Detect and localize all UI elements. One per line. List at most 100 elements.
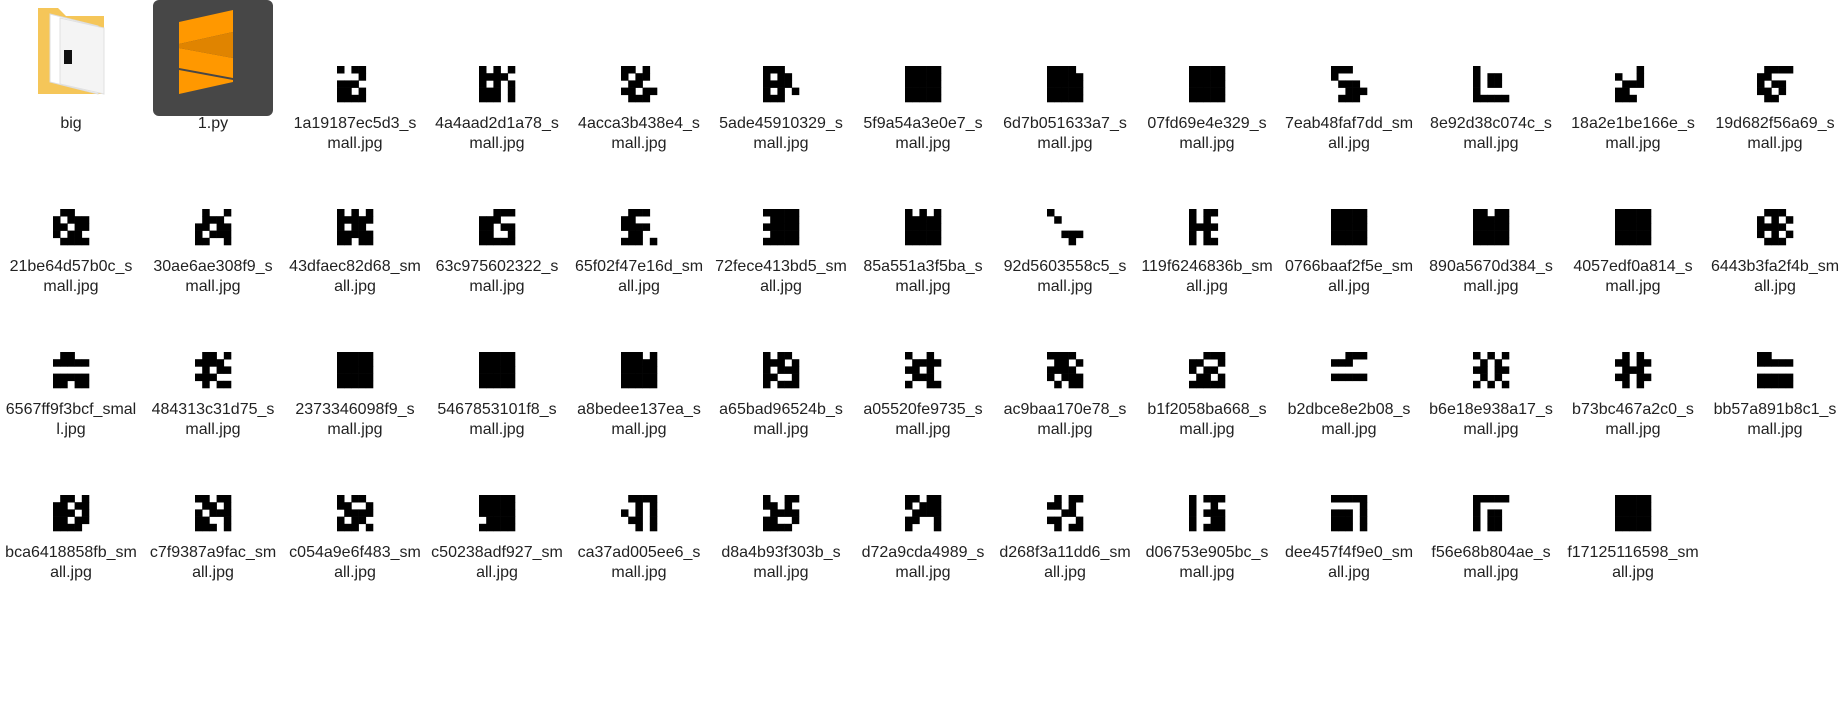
- file-item-image[interactable]: 890a5670d384_small.jpg: [1425, 143, 1557, 303]
- file-name-label: 30ae6ae308f9_small.jpg: [153, 258, 273, 295]
- qr-thumbnail-icon: [1185, 205, 1229, 249]
- file-item-image[interactable]: 4acca3b438e4_small.jpg: [573, 0, 705, 160]
- file-item-image[interactable]: a65bad96524b_small.jpg: [715, 286, 847, 446]
- file-item-image[interactable]: b6e18e938a17_small.jpg: [1425, 286, 1557, 446]
- qr-thumbnail-icon: [901, 491, 945, 535]
- file-item-image[interactable]: c7f9387a9fac_small.jpg: [147, 429, 279, 589]
- file-item-image[interactable]: 72fece413bd5_small.jpg: [715, 143, 847, 303]
- qr-thumbnail-icon: [1469, 205, 1513, 249]
- file-item-image[interactable]: 8e92d38c074c_small.jpg: [1425, 0, 1557, 160]
- file-item-image[interactable]: ca37ad005ee6_small.jpg: [573, 429, 705, 589]
- qr-thumbnail-icon: [475, 348, 519, 392]
- file-item-image[interactable]: 1a19187ec5d3_small.jpg: [289, 0, 421, 160]
- qr-thumbnail-icon: [1753, 348, 1797, 392]
- qr-thumbnail-icon: [475, 62, 519, 106]
- file-item-image[interactable]: 5467853101f8_small.jpg: [431, 286, 563, 446]
- file-name-label: 6567ff9f3bcf_small.jpg: [5, 401, 137, 438]
- qr-thumbnail-icon: [49, 205, 93, 249]
- file-item-image[interactable]: d72a9cda4989_small.jpg: [857, 429, 989, 589]
- file-item-image[interactable]: 4057edf0a814_small.jpg: [1567, 143, 1699, 303]
- file-item-image[interactable]: a8bedee137ea_small.jpg: [573, 286, 705, 446]
- file-name-label: a05520fe9735_small.jpg: [863, 401, 983, 438]
- file-name-label: b1f2058ba668_small.jpg: [1147, 401, 1267, 438]
- file-item-image[interactable]: 6443b3fa2f4b_small.jpg: [1709, 143, 1841, 303]
- qr-thumbnail-icon: [1185, 62, 1229, 106]
- file-item-image[interactable]: f17125116598_small.jpg: [1567, 429, 1699, 589]
- file-item-image[interactable]: d06753e905bc_small.jpg: [1141, 429, 1273, 589]
- qr-thumbnail-icon: [191, 491, 235, 535]
- folder-item[interactable]: big: [5, 0, 137, 160]
- folder-icon: [34, 6, 108, 101]
- file-item-image[interactable]: 63c975602322_small.jpg: [431, 143, 563, 303]
- qr-thumbnail-icon: [1043, 491, 1087, 535]
- qr-thumbnail-icon: [617, 62, 661, 106]
- file-item-image[interactable]: 5ade45910329_small.jpg: [715, 0, 847, 160]
- file-item-image[interactable]: 43dfaec82d68_small.jpg: [289, 143, 421, 303]
- qr-thumbnail-icon: [333, 205, 377, 249]
- qr-thumbnail-icon: [1469, 491, 1513, 535]
- qr-thumbnail-icon: [333, 491, 377, 535]
- file-item-image[interactable]: 07fd69e4e329_small.jpg: [1141, 0, 1273, 160]
- file-item-image[interactable]: 21be64d57b0c_small.jpg: [5, 143, 137, 303]
- file-name-label: 119f6246836b_small.jpg: [1141, 258, 1273, 295]
- file-name-label: d268f3a11dd6_small.jpg: [999, 544, 1131, 581]
- qr-thumbnail-icon: [901, 62, 945, 106]
- file-name-label: 7eab48faf7dd_small.jpg: [1284, 115, 1414, 152]
- file-item-image[interactable]: 6567ff9f3bcf_small.jpg: [5, 286, 137, 446]
- file-item-image[interactable]: 19d682f56a69_small.jpg: [1709, 0, 1841, 160]
- file-name-label: 07fd69e4e329_small.jpg: [1147, 115, 1267, 152]
- file-item-image[interactable]: b1f2058ba668_small.jpg: [1141, 286, 1273, 446]
- file-item-image[interactable]: 119f6246836b_small.jpg: [1141, 143, 1273, 303]
- file-name-label: c50238adf927_small.jpg: [431, 544, 563, 581]
- qr-thumbnail-icon: [1043, 348, 1087, 392]
- file-name-label: 85a551a3f5ba_small.jpg: [863, 258, 983, 295]
- file-item-image[interactable]: 92d5603558c5_small.jpg: [999, 143, 1131, 303]
- qr-thumbnail-icon: [1185, 491, 1229, 535]
- qr-thumbnail-icon: [617, 205, 661, 249]
- file-item-image[interactable]: 18a2e1be166e_small.jpg: [1567, 0, 1699, 160]
- qr-thumbnail-icon: [333, 348, 377, 392]
- file-item-image[interactable]: b2dbce8e2b08_small.jpg: [1283, 286, 1415, 446]
- qr-thumbnail-icon: [901, 348, 945, 392]
- qr-thumbnail-icon: [759, 62, 803, 106]
- file-item-image[interactable]: dee457f4f9e0_small.jpg: [1283, 429, 1415, 589]
- file-item-image[interactable]: 30ae6ae308f9_small.jpg: [147, 143, 279, 303]
- file-name-label: f56e68b804ae_small.jpg: [1431, 544, 1551, 581]
- file-item-image[interactable]: 65f02f47e16d_small.jpg: [573, 143, 705, 303]
- qr-thumbnail-icon: [1611, 62, 1655, 106]
- file-item-image[interactable]: 2373346098f9_small.jpg: [289, 286, 421, 446]
- file-item-image[interactable]: bb57a891b8c1_small.jpg: [1709, 286, 1841, 446]
- qr-thumbnail-icon: [1043, 62, 1087, 106]
- file-item-image[interactable]: 0766baaf2f5e_small.jpg: [1283, 143, 1415, 303]
- file-item-image[interactable]: 484313c31d75_small.jpg: [147, 286, 279, 446]
- qr-thumbnail-icon: [759, 348, 803, 392]
- file-item-image[interactable]: b73bc467a2c0_small.jpg: [1567, 286, 1699, 446]
- file-item-image[interactable]: d268f3a11dd6_small.jpg: [999, 429, 1131, 589]
- file-name-label: 1.py: [197, 115, 229, 132]
- file-name-label: b73bc467a2c0_small.jpg: [1572, 401, 1694, 438]
- file-name-label: d06753e905bc_small.jpg: [1145, 544, 1269, 581]
- file-name-label: 890a5670d384_small.jpg: [1429, 258, 1553, 295]
- file-item-image[interactable]: f56e68b804ae_small.jpg: [1425, 429, 1557, 589]
- file-item-image[interactable]: 6d7b051633a7_small.jpg: [999, 0, 1131, 160]
- file-item-image[interactable]: d8a4b93f303b_small.jpg: [715, 429, 847, 589]
- qr-thumbnail-icon: [1327, 491, 1371, 535]
- qr-thumbnail-icon: [1611, 491, 1655, 535]
- qr-thumbnail-icon: [333, 62, 377, 106]
- file-item-image[interactable]: c054a9e6f483_small.jpg: [289, 429, 421, 589]
- file-item-image[interactable]: c50238adf927_small.jpg: [431, 429, 563, 589]
- file-item-image[interactable]: ac9baa170e78_small.jpg: [999, 286, 1131, 446]
- file-item-image[interactable]: 85a551a3f5ba_small.jpg: [857, 143, 989, 303]
- qr-thumbnail-icon: [617, 348, 661, 392]
- file-item-image[interactable]: 4a4aad2d1a78_small.jpg: [431, 0, 563, 160]
- file-item-script[interactable]: 1.py: [147, 0, 279, 160]
- file-name-label: 18a2e1be166e_small.jpg: [1571, 115, 1695, 152]
- qr-thumbnail-icon: [1753, 62, 1797, 106]
- file-item-image[interactable]: a05520fe9735_small.jpg: [857, 286, 989, 446]
- file-item-image[interactable]: 5f9a54a3e0e7_small.jpg: [857, 0, 989, 160]
- file-item-image[interactable]: 7eab48faf7dd_small.jpg: [1283, 0, 1415, 160]
- file-name-label: 43dfaec82d68_small.jpg: [289, 258, 421, 295]
- qr-thumbnail-icon: [1043, 205, 1087, 249]
- file-item-image[interactable]: bca6418858fb_small.jpg: [5, 429, 137, 589]
- qr-thumbnail-icon: [1327, 62, 1371, 106]
